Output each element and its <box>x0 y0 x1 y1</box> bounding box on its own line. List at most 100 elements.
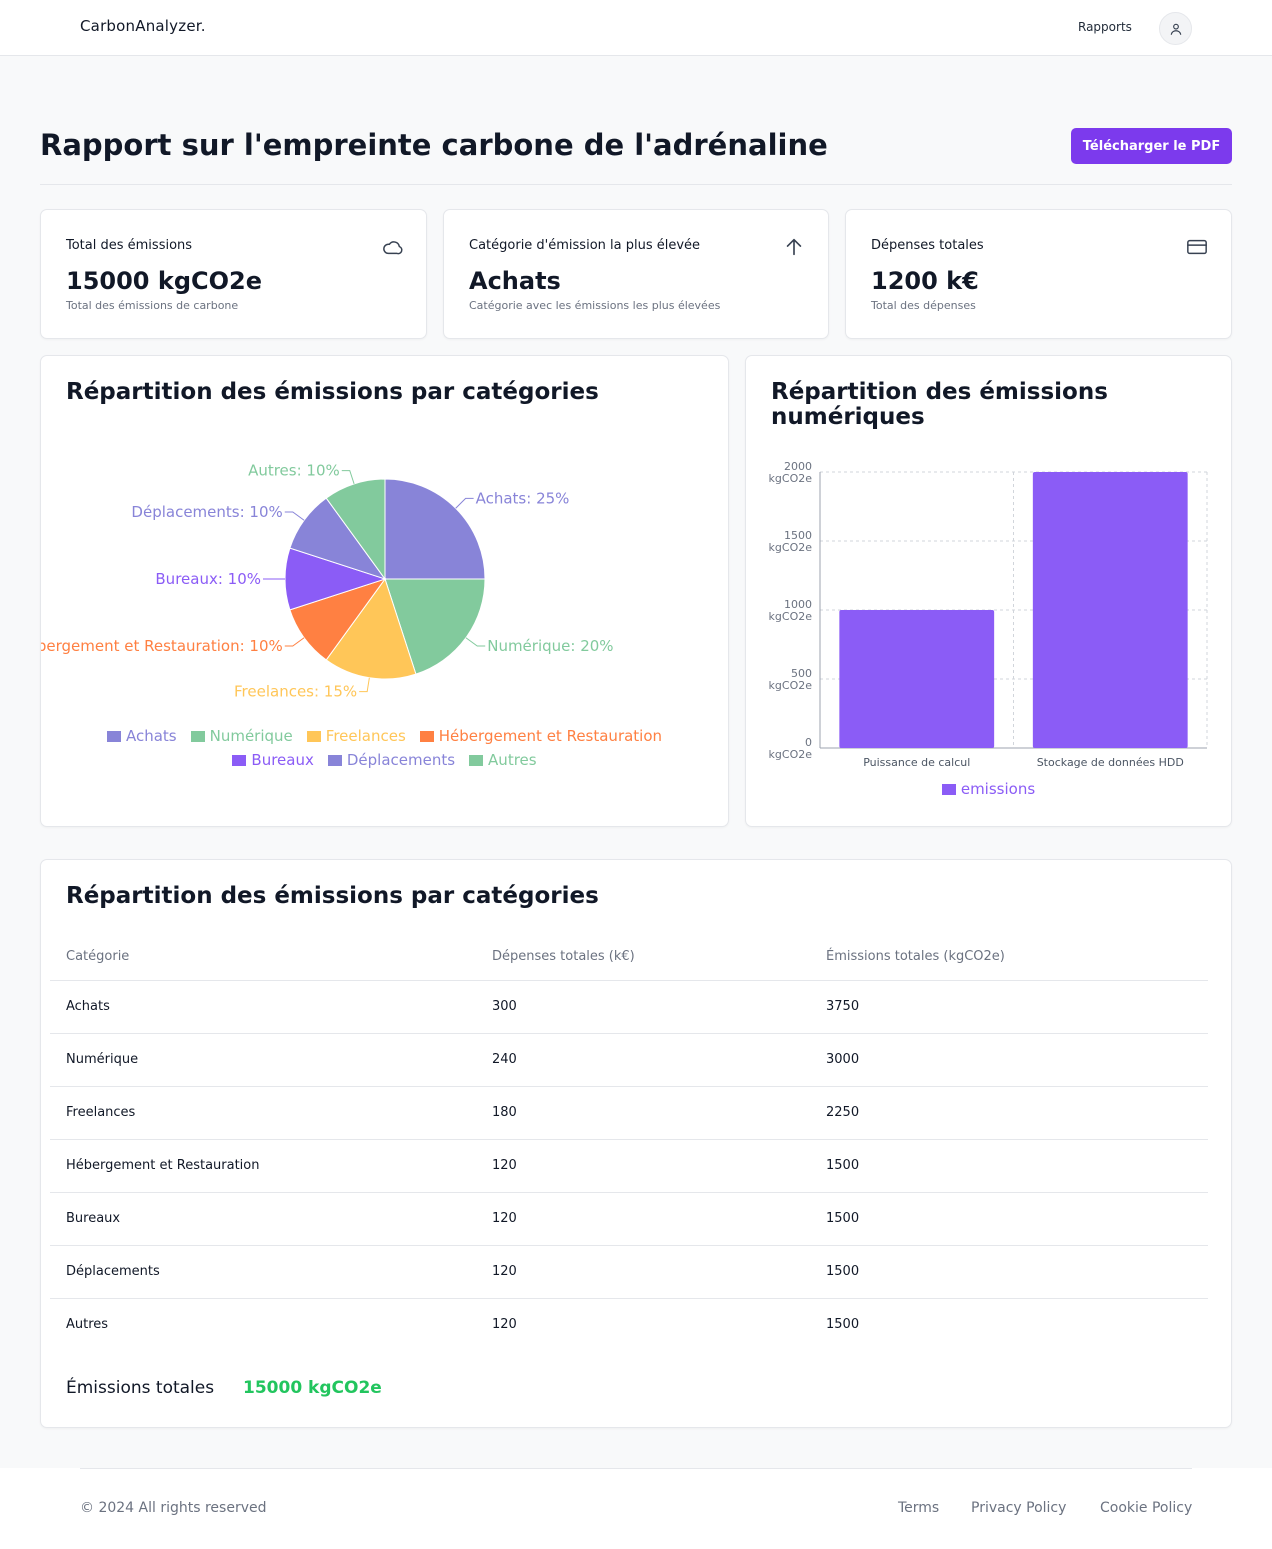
table-row: Freelances 180 2250 <box>50 1086 1208 1140</box>
pie-legend-item[interactable]: Hébergement et Restauration <box>419 727 663 745</box>
pie-slice-label: Achats: 25% <box>476 489 570 507</box>
footer-link-privacy[interactable]: Privacy Policy <box>971 1500 1067 1516</box>
pie-chart-card: Répartition des émissions par catégories… <box>40 355 729 827</box>
pie-label-line <box>341 470 355 485</box>
pie-legend-item[interactable]: Autres <box>469 751 537 769</box>
legend-swatch <box>327 754 342 766</box>
pie-legend-item[interactable]: Numérique <box>190 727 293 745</box>
footer: © 2024 All rights reserved Terms Privacy… <box>0 1468 1272 1549</box>
stat-card-total-spending: Dépenses totales 1200 k€ Total des dépen… <box>845 209 1232 339</box>
cell-emissions: 1500 <box>810 1192 1208 1246</box>
pie-slice-label: Freelances: 15% <box>234 683 357 701</box>
table-row: Achats 300 3750 <box>50 980 1208 1034</box>
legend-swatch <box>232 754 247 766</box>
pie-slice-label: Déplacements: 10% <box>131 503 282 521</box>
cell-spending: 240 <box>476 1033 810 1087</box>
y-tick-unit: kgCO2e <box>769 541 813 554</box>
cloud-icon <box>383 241 403 255</box>
pie-label-line <box>284 637 305 647</box>
y-tick-unit: kgCO2e <box>769 748 813 761</box>
pie-legend-item[interactable]: Freelances <box>306 727 406 745</box>
pie-legend-item[interactable]: Achats <box>106 727 177 745</box>
cell-spending: 120 <box>492 1317 517 1333</box>
total-emissions-value: 15000 kgCO2e <box>243 1378 382 1398</box>
cell-category: Bureaux <box>50 1192 476 1246</box>
stat-label: Catégorie d'émission la plus élevée <box>469 238 701 253</box>
stat-subtitle: Total des dépenses <box>871 299 976 312</box>
nav-reports-link[interactable]: Rapports <box>1078 20 1132 34</box>
pie-legend-item[interactable]: Déplacements <box>327 751 456 769</box>
pie-legend-row-2: Bureaux Déplacements Autres <box>41 751 728 769</box>
column-header-spending: Dépenses totales (k€) <box>476 934 810 981</box>
legend-swatch <box>941 783 956 795</box>
cell-category: Numérique <box>50 1033 476 1087</box>
table-header-row: Catégorie Dépenses totales (k€) Émission… <box>50 934 1208 981</box>
y-tick-value: 500 <box>791 667 812 680</box>
table-row: Autres 120 1500 <box>50 1298 1208 1351</box>
bar[interactable] <box>839 610 995 748</box>
legend-label: Bureaux <box>251 751 314 769</box>
stat-value: 15000 kgCO2e <box>66 267 262 295</box>
pie-slice-label: Bureaux: 10% <box>155 570 261 588</box>
cell-category: Autres <box>66 1317 109 1333</box>
pie-label-line <box>455 497 474 509</box>
pie-legend-item[interactable]: Bureaux <box>232 751 314 769</box>
stat-subtitle: Total des émissions de carbone <box>66 299 239 312</box>
legend-label: Numérique <box>209 727 293 745</box>
y-tick-unit: kgCO2e <box>769 610 813 623</box>
cell-category: Freelances <box>50 1086 476 1140</box>
cell-spending: 180 <box>476 1086 810 1140</box>
emissions-table-card: Répartition des émissions par catégories… <box>40 859 1232 1428</box>
pie-chart: Achats: 25% Numérique: 20% Freelances: 15%… <box>41 462 614 701</box>
pie-card-title: Répartition des émissions par catégories <box>66 379 599 405</box>
cell-spending: 300 <box>476 980 810 1034</box>
legend-label: Déplacements <box>346 751 456 769</box>
footer-link-terms[interactable]: Terms <box>898 1500 940 1516</box>
legend-swatch <box>106 730 121 742</box>
legend-label: Freelances <box>325 727 406 745</box>
bar[interactable] <box>1032 472 1188 748</box>
pie-label-line <box>465 637 486 647</box>
copyright-text: © 2024 All rights reserved <box>80 1500 267 1516</box>
legend-swatch <box>469 754 484 766</box>
cell-category: Déplacements <box>50 1245 476 1299</box>
y-tick-value: 1500 <box>784 529 812 542</box>
table-row: Hébergement et Restauration 120 1500 <box>50 1139 1208 1193</box>
bar-legend-item[interactable]: emissions <box>941 780 1035 798</box>
table-card-title: Répartition des émissions par catégories <box>66 883 599 909</box>
x-tick-label: Puissance de calcul <box>863 756 970 769</box>
legend-swatch <box>419 730 434 742</box>
table-row: Déplacements 120 1500 <box>50 1245 1208 1299</box>
table-row: Numérique 240 3000 <box>50 1033 1208 1087</box>
pie-slice-label: Numérique: 20% <box>487 637 613 655</box>
pie-slice[interactable] <box>384 478 486 580</box>
stat-value: Achats <box>469 267 561 295</box>
pie-label-line <box>359 677 370 693</box>
credit-card-icon <box>1187 239 1207 255</box>
legend-label: Hébergement et Restauration <box>438 727 663 745</box>
column-header-category: Catégorie <box>50 934 476 981</box>
page-title: Rapport sur l'empreinte carbone de l'adr… <box>40 128 828 162</box>
stat-subtitle: Catégorie avec les émissions les plus él… <box>469 299 721 312</box>
brand-logo[interactable]: CarbonAnalyzer. <box>80 17 206 35</box>
stat-card-top-category: Catégorie d'émission la plus élevée Acha… <box>443 209 829 339</box>
download-pdf-button[interactable]: Télécharger le PDF <box>1071 128 1232 164</box>
cell-category: Achats <box>50 980 476 1034</box>
user-avatar-button[interactable] <box>1159 12 1192 45</box>
total-emissions-label: Émissions totales <box>66 1378 215 1398</box>
user-icon <box>1170 23 1181 35</box>
bar-legend: emissions <box>746 780 1231 798</box>
footer-link-cookie[interactable]: Cookie Policy <box>1100 1500 1193 1516</box>
cell-spending: 120 <box>476 1245 810 1299</box>
cell-category: Hébergement et Restauration <box>50 1139 476 1193</box>
table-row: Bureaux 120 1500 <box>50 1192 1208 1246</box>
cell-emissions: 1500 <box>826 1317 860 1333</box>
pie-slice-label: Hébergement et Restauration: 10% <box>41 637 283 655</box>
pie-slice-label: Autres: 10% <box>248 462 340 480</box>
cell-emissions: 1500 <box>810 1139 1208 1193</box>
column-header-emissions: Émissions totales (kgCO2e) <box>810 934 1208 981</box>
y-tick-value: 0 <box>805 736 812 749</box>
legend-label: Autres <box>488 751 537 769</box>
bar-card-title: Répartition des émissions numériques <box>771 380 1108 430</box>
top-navbar: CarbonAnalyzer. Rapports <box>0 0 1272 56</box>
